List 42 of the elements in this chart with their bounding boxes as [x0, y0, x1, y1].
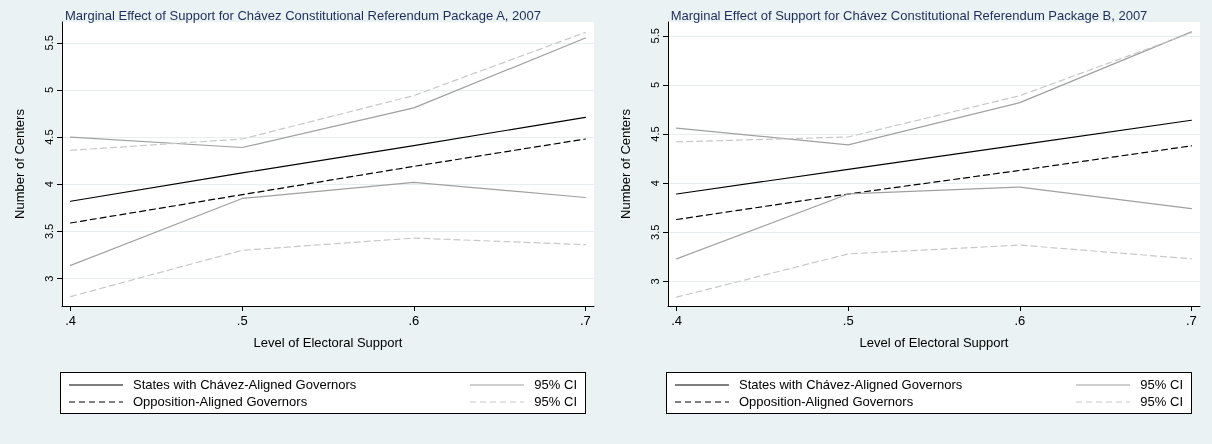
legend-label: 95% CI [534, 394, 577, 409]
y-tick-label: 4 [648, 180, 661, 187]
chart-title: Marginal Effect of Support for Chávez Constitutional Referendum Package B, 2007 [670, 8, 1148, 23]
line-series [69, 181, 587, 267]
chart-title: Marginal Effect of Support for Chávez Constitutional Referendum Package A, 2007 [65, 8, 541, 23]
x-tick-label: .4 [65, 313, 76, 328]
x-tick-label: .6 [1014, 313, 1026, 328]
y-axis-title: Number of Centers [12, 108, 27, 219]
y-axis-title: Number of Centers [618, 108, 633, 219]
y-tick-label: 3 [648, 278, 661, 285]
x-tick-label: .6 [408, 313, 420, 328]
x-axis-title: Level of Electoral Support [253, 335, 403, 350]
y-tick-label: 3.5 [42, 223, 55, 240]
legend-label: Opposition-Aligned Governors [739, 394, 915, 409]
legend-label: 95% CI [1140, 377, 1183, 392]
legend-label: 95% CI [1140, 394, 1183, 409]
line-series [69, 138, 587, 224]
legend-label: 95% CI [534, 377, 577, 392]
y-tick-label: 4.5 [648, 126, 661, 142]
x-tick-label: .4 [671, 313, 682, 328]
legend-label: Opposition-Aligned Governors [133, 394, 309, 409]
line-series [69, 116, 587, 202]
y-tick-label: 3 [42, 275, 55, 282]
y-tick-label: 5.5 [648, 28, 661, 44]
x-tick-label: .5 [842, 313, 854, 328]
y-tick-label: 4.5 [42, 129, 55, 145]
line-series [675, 186, 1193, 260]
x-tick-label: .7 [1186, 313, 1197, 328]
x-axis-title: Level of Electoral Support [859, 335, 1009, 350]
x-tick-label: .7 [580, 313, 591, 328]
legend-label: States with Chávez-Aligned Governors [739, 377, 964, 392]
y-tick-label: 3.5 [648, 224, 661, 240]
legend-label: States with Chávez-Aligned Governors [133, 377, 358, 392]
line-series [675, 244, 1193, 298]
y-tick-label: 5 [42, 86, 55, 93]
y-tick-label: 4 [42, 181, 55, 188]
y-tick-label: 5 [648, 81, 661, 88]
y-tick-label: 5.5 [42, 35, 55, 51]
x-tick-label: .5 [236, 313, 248, 328]
line-series [675, 145, 1193, 221]
line-series [69, 237, 587, 298]
line-series [675, 119, 1193, 195]
